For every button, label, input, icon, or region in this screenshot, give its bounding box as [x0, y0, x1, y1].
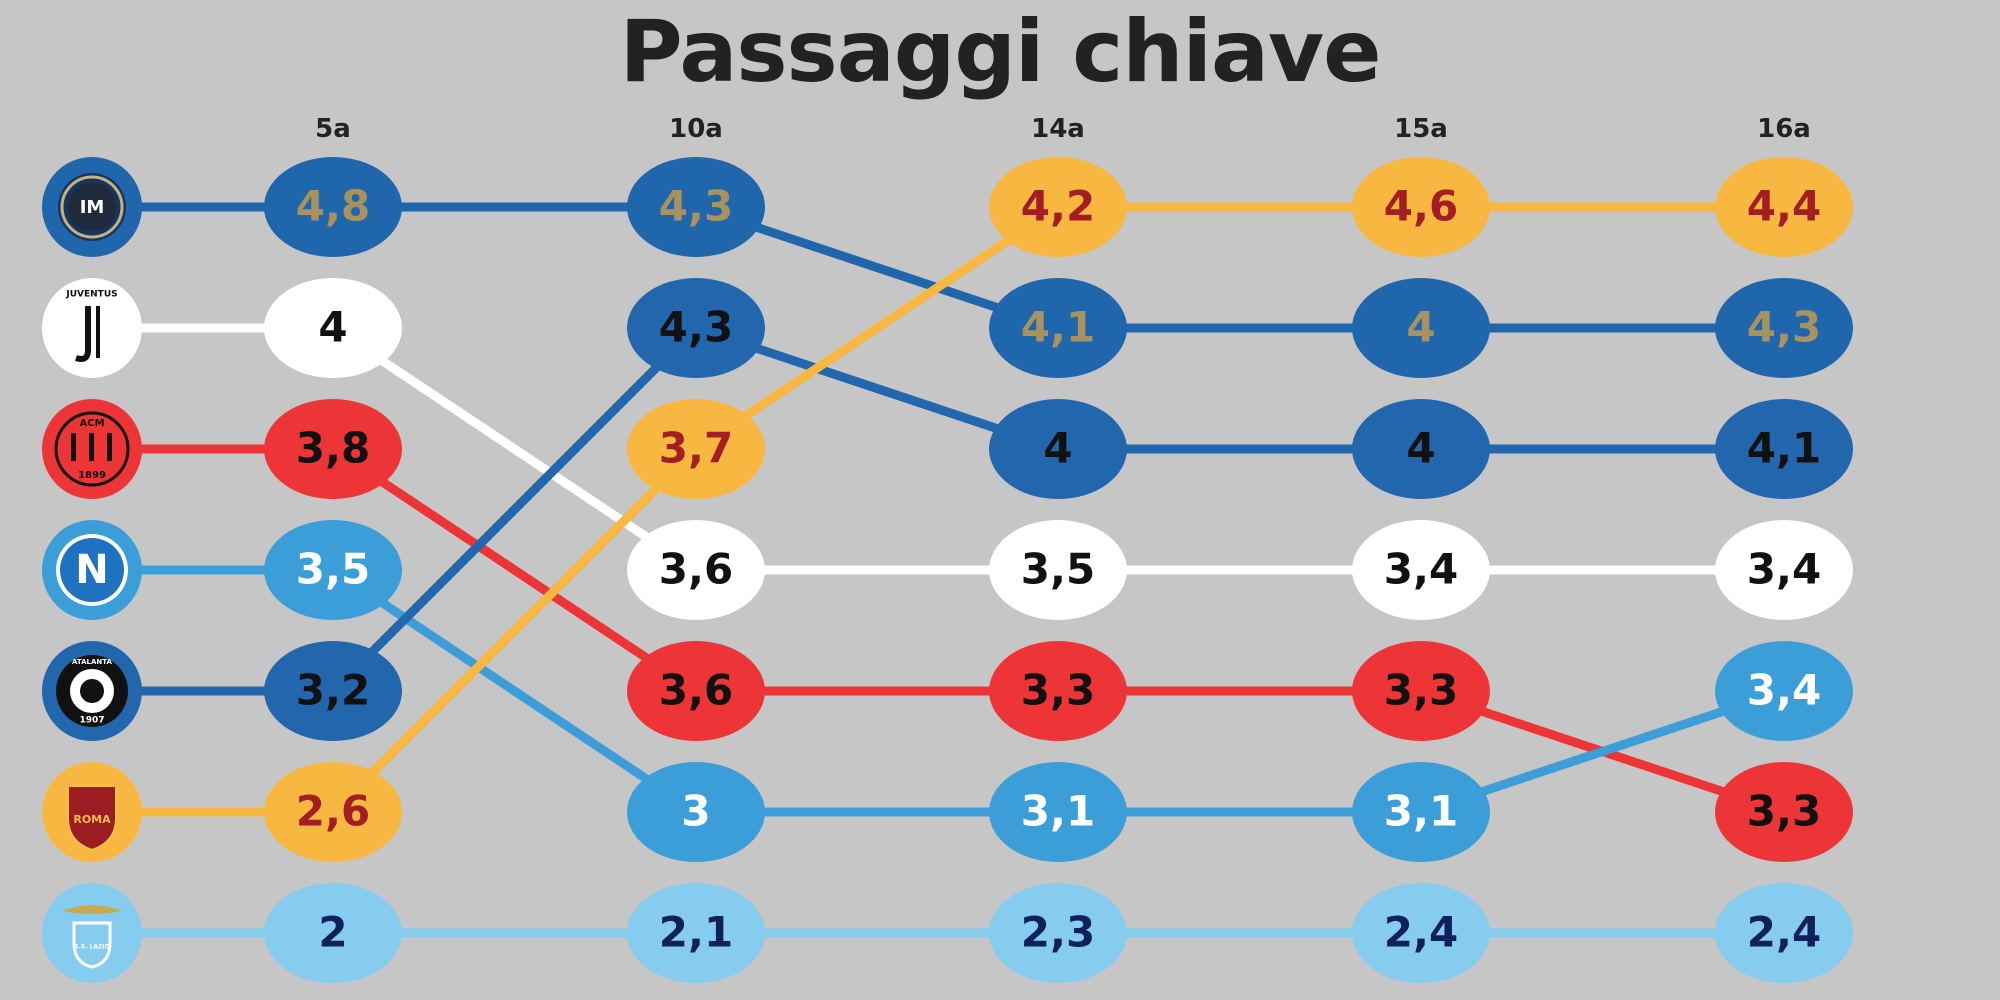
value-nodes: 4,8 4,3 4,1 4 4,3 4 3,6 3,5 3,4 3,4 3,8 3,6 3,3 3,3 3,… [264, 157, 1853, 983]
node-roma-14a [989, 157, 1127, 257]
value-label-inter-16a: 4,3 [1747, 303, 1821, 352]
node-juventus-10a [627, 520, 765, 620]
node-juventus-16a [1715, 520, 1853, 620]
svg-text:ATALANTA: ATALANTA [72, 658, 112, 666]
value-label-napoli-16a: 3,4 [1747, 666, 1821, 715]
svg-text:ACM: ACM [79, 418, 104, 429]
column-labels: 5a 10a 14a 15a 16a [315, 114, 1811, 144]
value-label-juventus-15a: 3,4 [1384, 545, 1458, 594]
milan-logo-icon: ACM 1899 [42, 399, 142, 499]
value-label-roma-16a: 4,4 [1747, 182, 1821, 231]
node-juventus-15a [1352, 520, 1490, 620]
value-label-milan-10a: 3,6 [659, 666, 733, 715]
node-juventus-14a [989, 520, 1127, 620]
value-label-napoli-15a: 3,1 [1384, 787, 1458, 836]
node-inter-14a [989, 278, 1127, 378]
value-label-juventus-5a: 4 [318, 303, 347, 352]
value-label-atalanta-10a: 4,3 [659, 303, 733, 352]
node-milan-5a [264, 399, 402, 499]
svg-text:ROMA: ROMA [73, 813, 111, 826]
svg-text:JUVENTUS: JUVENTUS [65, 290, 117, 300]
value-label-lazio-14a: 2,3 [1021, 908, 1095, 957]
series-line-milan [87, 444, 1789, 817]
value-label-lazio-10a: 2,1 [659, 908, 733, 957]
value-label-roma-15a: 4,6 [1384, 182, 1458, 231]
node-roma-15a [1352, 157, 1490, 257]
node-napoli-14a [989, 762, 1127, 862]
node-napoli-16a [1715, 641, 1853, 741]
node-lazio-15a [1352, 883, 1490, 983]
node-atalanta-15a [1352, 399, 1490, 499]
series-line-atalanta [87, 323, 1789, 696]
node-roma-16a [1715, 157, 1853, 257]
node-milan-10a [627, 641, 765, 741]
atalanta-logo-icon: ATALANTA 1907 [42, 641, 142, 741]
value-label-milan-16a: 3,3 [1747, 787, 1821, 836]
value-label-inter-5a: 4,8 [296, 182, 370, 231]
node-napoli-10a [627, 762, 765, 862]
node-milan-14a [989, 641, 1127, 741]
node-lazio-5a [264, 883, 402, 983]
svg-text:1907: 1907 [79, 716, 104, 726]
value-label-napoli-5a: 3,5 [296, 545, 370, 594]
node-atalanta-14a [989, 399, 1127, 499]
chart-title: Passaggi chiave [619, 2, 1382, 102]
node-milan-16a [1715, 762, 1853, 862]
svg-text:1899: 1899 [78, 470, 106, 481]
value-label-juventus-10a: 3,6 [659, 545, 733, 594]
value-label-atalanta-5a: 3,2 [296, 666, 370, 715]
column-label-10a: 10a [669, 114, 723, 144]
svg-text:S.S. LAZIO: S.S. LAZIO [74, 944, 109, 951]
node-inter-16a [1715, 278, 1853, 378]
napoli-logo-icon: N [42, 520, 142, 620]
value-label-milan-15a: 3,3 [1384, 666, 1458, 715]
node-atalanta-16a [1715, 399, 1853, 499]
value-label-lazio-5a: 2 [318, 908, 347, 957]
juventus-logo-icon: JUVENTUS [42, 278, 142, 378]
lazio-logo-icon: S.S. LAZIO [42, 883, 142, 983]
value-label-juventus-16a: 3,4 [1747, 545, 1821, 594]
node-napoli-15a [1352, 762, 1490, 862]
roma-logo-icon: ROMA [42, 762, 142, 862]
value-label-inter-10a: 4,3 [659, 182, 733, 231]
node-roma-5a [264, 762, 402, 862]
value-label-atalanta-15a: 4 [1406, 424, 1435, 473]
node-juventus-5a [264, 278, 402, 378]
value-label-inter-14a: 4,1 [1021, 303, 1095, 352]
value-label-juventus-14a: 3,5 [1021, 545, 1095, 594]
node-lazio-16a [1715, 883, 1853, 983]
svg-text:N: N [75, 547, 108, 593]
node-atalanta-5a [264, 641, 402, 741]
value-label-milan-5a: 3,8 [296, 424, 370, 473]
value-label-lazio-16a: 2,4 [1747, 908, 1821, 957]
value-label-atalanta-14a: 4 [1043, 424, 1072, 473]
value-label-milan-14a: 3,3 [1021, 666, 1095, 715]
value-label-napoli-10a: 3 [681, 787, 710, 836]
column-label-15a: 15a [1394, 114, 1448, 144]
node-inter-10a [627, 157, 765, 257]
node-lazio-10a [627, 883, 765, 983]
value-label-roma-14a: 4,2 [1021, 182, 1095, 231]
value-label-inter-15a: 4 [1406, 303, 1435, 352]
node-atalanta-10a [627, 278, 765, 378]
inter-logo-icon: IM [42, 157, 142, 257]
svg-text:IM: IM [80, 197, 105, 218]
node-roma-10a [627, 399, 765, 499]
node-inter-15a [1352, 278, 1490, 378]
node-napoli-5a [264, 520, 402, 620]
node-inter-5a [264, 157, 402, 257]
team-logos: IM JUVENTUS ACM 1899 N ATALANTA 1907 ROMA S.S. L… [42, 157, 142, 983]
column-label-14a: 14a [1031, 114, 1085, 144]
value-label-napoli-14a: 3,1 [1021, 787, 1095, 836]
node-milan-15a [1352, 641, 1490, 741]
value-label-roma-10a: 3,7 [659, 424, 733, 473]
value-label-lazio-15a: 2,4 [1384, 908, 1458, 957]
value-label-atalanta-16a: 4,1 [1747, 424, 1821, 473]
value-label-roma-5a: 2,6 [296, 787, 370, 836]
node-lazio-14a [989, 883, 1127, 983]
column-label-5a: 5a [315, 114, 351, 144]
column-label-16a: 16a [1757, 114, 1811, 144]
